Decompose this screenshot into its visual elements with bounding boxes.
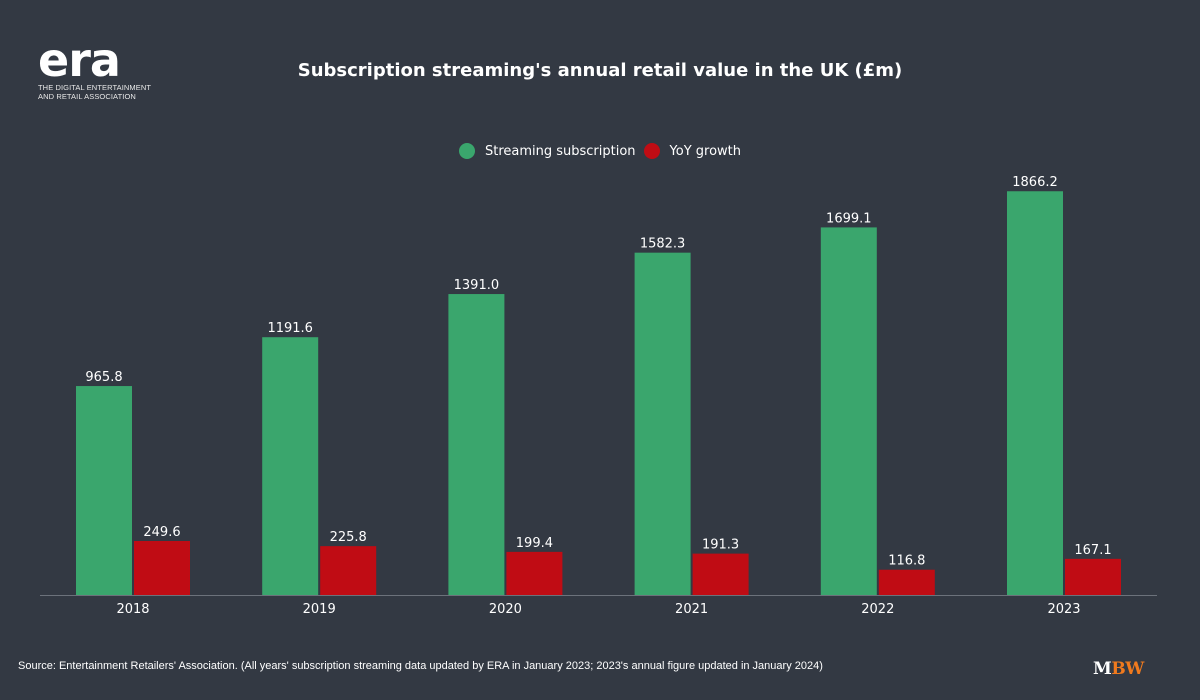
legend-swatch-yoy	[643, 143, 660, 159]
bar-yoy-2021[interactable]	[692, 553, 749, 595]
x-tick-label-2021: 2021	[675, 602, 708, 617]
bar-yoy-2018[interactable]	[134, 540, 190, 595]
legend-swatch-streaming	[458, 143, 475, 159]
era-logo-subtitle: THE DIGITAL ENTERTAINMENT AND RETAIL ASS…	[38, 83, 158, 101]
bar-yoy-2020[interactable]	[506, 551, 563, 595]
era-logo: era THE DIGITAL ENTERTAINMENT AND RETAIL…	[38, 33, 158, 101]
data-label-yoy-2023: 167.1	[1074, 543, 1111, 558]
bar-streaming-2018[interactable]	[76, 386, 132, 595]
bar-yoy-2019[interactable]	[320, 546, 377, 595]
bar-streaming-2019[interactable]	[262, 337, 319, 595]
data-label-yoy-2019: 225.8	[330, 530, 367, 545]
x-tick-label-2020: 2020	[489, 602, 522, 617]
era-subtitle-line2: AND RETAIL ASSOCIATION	[38, 92, 136, 101]
x-tick-label-2022: 2022	[861, 602, 894, 617]
data-label-streaming-2022: 1699.1	[826, 211, 872, 226]
bar-streaming-2022[interactable]	[820, 227, 877, 595]
data-label-yoy-2018: 249.6	[143, 525, 180, 540]
data-label-streaming-2021: 1582.3	[640, 237, 686, 252]
x-tick-label-2018: 2018	[116, 602, 149, 617]
data-label-streaming-2018: 965.8	[85, 370, 122, 385]
bar-streaming-2021[interactable]	[634, 252, 691, 596]
data-label-yoy-2021: 191.3	[702, 538, 739, 553]
data-label-yoy-2022: 116.8	[888, 554, 925, 569]
chart-legend: Streaming subscription YoY growth	[0, 143, 1200, 159]
bar-streaming-2023[interactable]	[1007, 191, 1063, 596]
legend-item-yoy[interactable]: YoY growth	[643, 143, 742, 159]
bar-yoy-2023[interactable]	[1065, 558, 1121, 595]
x-tick-label-2023: 2023	[1047, 602, 1080, 617]
data-label-streaming-2019: 1191.6	[267, 321, 313, 336]
x-tick-label-2019: 2019	[303, 602, 336, 617]
era-wordmark: era	[38, 33, 121, 87]
legend-label-streaming: Streaming subscription	[484, 143, 636, 159]
bar-yoy-2022[interactable]	[878, 569, 935, 595]
mbw-logo-m: M	[1093, 659, 1112, 679]
data-label-streaming-2023: 1866.2	[1012, 175, 1058, 190]
mbw-logo-bw: BW	[1111, 659, 1144, 679]
era-subtitle-line1: THE DIGITAL ENTERTAINMENT	[38, 83, 152, 92]
source-note: Source: Entertainment Retailers' Associa…	[18, 660, 823, 672]
bar-streaming-2020[interactable]	[448, 294, 505, 595]
data-label-streaming-2020: 1391.0	[454, 278, 500, 293]
mbw-logo: MBW	[1093, 659, 1144, 679]
data-label-yoy-2020: 199.4	[516, 536, 553, 551]
legend-label-yoy: YoY growth	[669, 143, 742, 159]
chart-title: Subscription streaming's annual retail v…	[297, 60, 903, 81]
legend-item-streaming[interactable]: Streaming subscription	[458, 143, 636, 159]
